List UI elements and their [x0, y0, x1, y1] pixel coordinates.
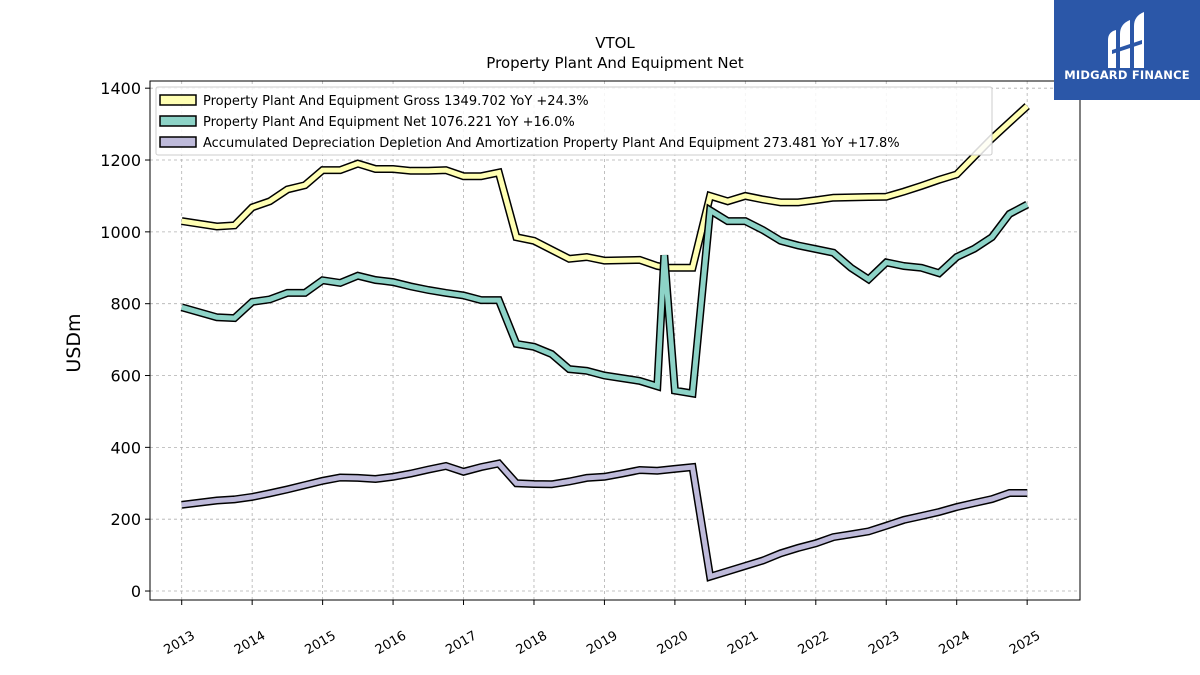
- x-tick-label: 2017: [443, 628, 479, 658]
- series-lines: [180, 103, 1030, 582]
- grid-lines: [150, 81, 1080, 600]
- legend-swatch-1: [159, 115, 197, 127]
- plot-frame: [149, 80, 1081, 601]
- y-tick-label: 200: [110, 510, 141, 529]
- y-axis: 0 200 400 600 800 1000 1200 1400: [100, 79, 150, 601]
- chart-subtitle: Property Plant And Equipment Net: [486, 54, 743, 72]
- y-tick-label: 400: [110, 438, 141, 457]
- legend-label-2: Accumulated Depreciation Depletion And A…: [203, 136, 900, 151]
- y-tick-label: 1000: [100, 223, 141, 242]
- legend-swatch-2: [159, 136, 197, 148]
- x-tick-label: 2016: [373, 628, 409, 658]
- legend: Property Plant And Equipment Gross 1349.…: [155, 86, 993, 156]
- x-tick-label: 2024: [937, 628, 973, 658]
- y-axis-label: USDm: [63, 313, 85, 372]
- logo-text: MIDGARD FINANCE: [1064, 68, 1190, 82]
- x-tick-label: 2014: [232, 628, 268, 658]
- y-tick-label: 0: [131, 582, 141, 601]
- legend-frame: [155, 86, 993, 156]
- y-tick-label: 600: [110, 367, 141, 386]
- y-tick-label: 1400: [100, 79, 141, 98]
- x-tick-label: 2015: [302, 628, 338, 658]
- midgard-logo-icon: [1108, 12, 1144, 68]
- x-tick-label: 2022: [796, 628, 832, 658]
- x-tick-label: 2023: [866, 628, 902, 658]
- y-tick-label: 800: [110, 295, 141, 314]
- brand-logo: MIDGARD FINANCE: [1054, 0, 1200, 100]
- series-line-0: [181, 104, 1029, 271]
- legend-swatch-0: [159, 94, 197, 106]
- legend-label-0: Property Plant And Equipment Gross 1349.…: [203, 94, 589, 109]
- x-tick-label: 2013: [162, 628, 198, 658]
- series-line-1: [181, 202, 1029, 397]
- x-tick-label: 2019: [584, 628, 620, 658]
- x-tick-label: 2018: [514, 628, 550, 658]
- chart-title: VTOL: [595, 34, 635, 52]
- legend-label-1: Property Plant And Equipment Net 1076.22…: [203, 115, 575, 130]
- x-tick-label: 2020: [655, 628, 691, 658]
- y-tick-label: 1200: [100, 151, 141, 170]
- x-axis: 2013 2014 2015 2016 2017 2018 2019 2020 2021 2022…: [162, 600, 1043, 658]
- x-tick-label: 2021: [725, 628, 761, 658]
- series-line-2: [181, 460, 1028, 580]
- x-tick-label: 2025: [1007, 628, 1043, 658]
